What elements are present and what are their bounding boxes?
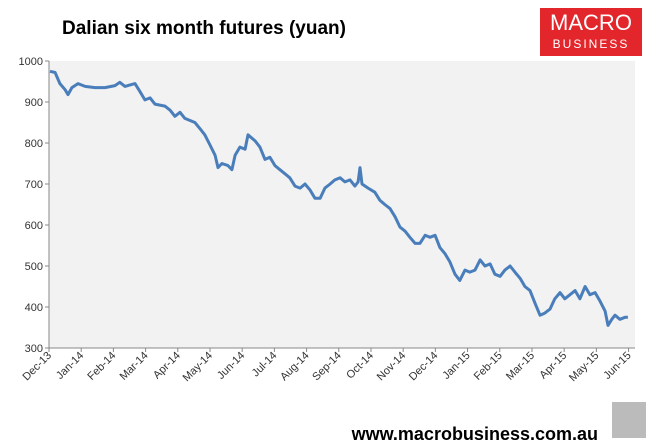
logo-text: BUSINESS <box>553 37 630 51</box>
logo-box <box>540 8 642 56</box>
data-line <box>49 69 628 327</box>
y-tick-label: 300 <box>25 343 43 355</box>
y-tick-label: 800 <box>25 138 43 150</box>
y-tick-label: 600 <box>25 220 43 232</box>
y-tick-label: 700 <box>25 179 43 191</box>
x-tick-label: Aug-14 <box>278 350 312 384</box>
x-tick-label: Apr-14 <box>151 350 183 382</box>
x-tick-label: Feb-14 <box>85 350 118 383</box>
x-tick-label: Jan-15 <box>440 350 472 382</box>
x-tick-label: Dec-14 <box>407 350 441 384</box>
x-tick-label: Sep-14 <box>310 350 344 384</box>
y-tick-label: 400 <box>25 302 43 314</box>
x-tick-label: Jun-14 <box>215 350 247 382</box>
x-tick-label: Nov-14 <box>375 350 409 384</box>
x-tick-label: Oct-14 <box>344 350 376 382</box>
x-tick-label: Jul-14 <box>250 350 280 380</box>
x-tick-label: Mar-14 <box>118 350 151 383</box>
x-tick-label: Jan-14 <box>54 350 86 382</box>
x-tick-label: May-15 <box>567 350 601 384</box>
chart-title: Dalian six month futures (yuan) <box>62 18 346 39</box>
plot-area <box>49 61 635 348</box>
y-tick-label: 1000 <box>19 56 43 68</box>
footer-url: www.macrobusiness.com.au <box>351 424 598 441</box>
x-tick-label: Apr-15 <box>537 350 569 382</box>
x-tick-label: Mar-15 <box>504 350 537 383</box>
logo-text: MACRO <box>550 10 632 35</box>
y-tick-label: 900 <box>25 97 43 109</box>
x-tick-label: Feb-15 <box>472 350 505 383</box>
x-tick-label: Jun-15 <box>601 350 633 382</box>
mascot-icon <box>612 402 646 438</box>
y-tick-label: 500 <box>25 261 43 273</box>
x-tick-label: May-14 <box>181 350 215 384</box>
